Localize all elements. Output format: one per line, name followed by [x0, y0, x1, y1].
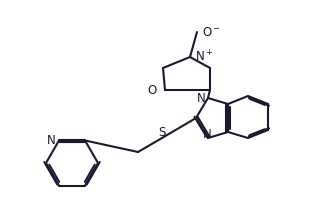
Text: N: N [47, 134, 56, 147]
Text: N: N [203, 128, 211, 140]
Text: N: N [197, 92, 205, 104]
Text: N$^+$: N$^+$ [195, 49, 213, 65]
Text: O$^-$: O$^-$ [202, 25, 221, 38]
Text: O: O [148, 84, 157, 97]
Text: S: S [158, 127, 166, 139]
